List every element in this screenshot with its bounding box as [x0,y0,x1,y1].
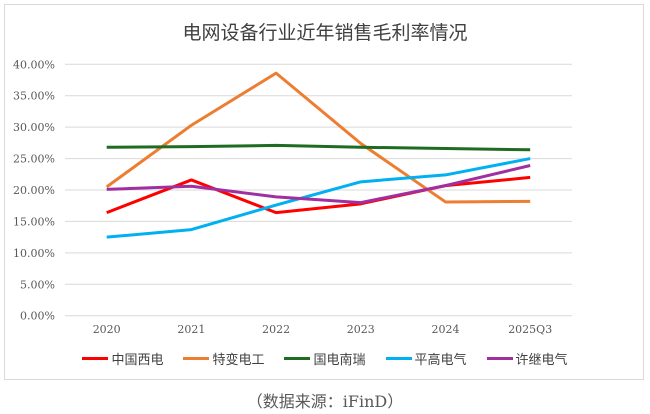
x-tick-label: 2020 [93,323,121,336]
legend-swatch [183,357,210,360]
x-tick-label: 2021 [177,323,205,336]
legend-swatch [284,357,311,360]
series-line-1 [105,71,531,204]
y-tick-label: 35.00% [13,90,55,103]
series-line-0 [106,175,531,215]
x-tick-label: 2025Q3 [508,323,552,336]
legend-label: 中国西电 [111,353,164,368]
x-tick-label: 2022 [262,323,290,336]
x-tick-label: 2024 [432,323,460,336]
y-tick-label: 20.00% [13,184,55,197]
legend: 中国西电 特变电工 国电南瑞 平高电气 许继电气 [0,349,650,368]
chart-frame [4,4,644,380]
y-tick-label: 15.00% [13,215,55,228]
y-tick-label: 5.00% [20,278,55,291]
legend-swatch [486,357,513,360]
series-line-2 [106,143,531,152]
y-tick-label: 40.00% [13,58,55,71]
legend-label: 许继电气 [515,353,568,368]
legend-label: 平高电气 [414,353,467,368]
y-tick-label: 30.00% [13,121,55,134]
x-tick-label: 2023 [347,323,375,336]
chart-title: 电网设备行业近年销售毛利率情况 [182,22,468,44]
series-line-3 [106,157,531,239]
y-tick-label: 25.00% [13,153,55,166]
legend-swatch [385,357,412,360]
legend-item: 特变电工 [183,349,264,368]
legend-item: 平高电气 [385,349,467,368]
y-tick-label: 0.00% [20,310,55,323]
legend-item: 中国西电 [82,349,163,368]
legend-label: 国电南瑞 [313,353,366,368]
legend-label: 特变电工 [212,353,265,368]
legend-item: 国电南瑞 [284,349,366,368]
y-tick-label: 10.00% [13,247,55,260]
series-line-4 [106,164,531,205]
source-note: （数据来源：iFinD） [246,392,404,411]
legend-item: 许继电气 [486,349,568,368]
legend-swatch [82,357,109,360]
